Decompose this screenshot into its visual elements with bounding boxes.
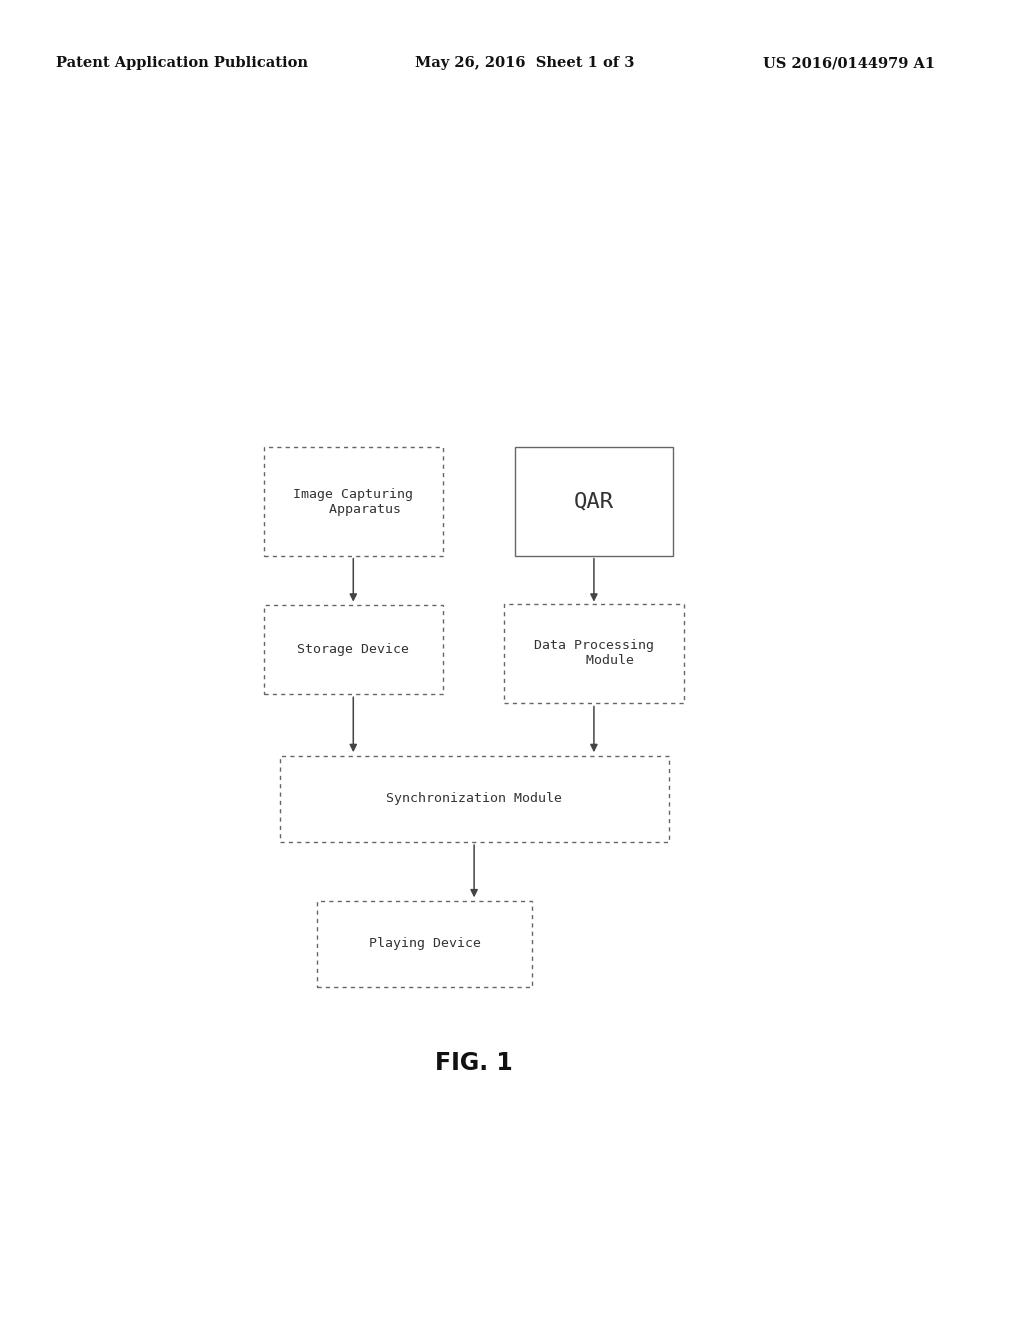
Text: Storage Device: Storage Device — [297, 643, 410, 656]
Text: Image Capturing
   Apparatus: Image Capturing Apparatus — [293, 487, 414, 516]
Bar — [280, 755, 669, 842]
Text: US 2016/0144979 A1: US 2016/0144979 A1 — [763, 57, 935, 70]
Text: Synchronization Module: Synchronization Module — [386, 792, 562, 805]
Bar — [263, 447, 442, 556]
Text: FIG. 1: FIG. 1 — [435, 1051, 513, 1074]
Text: Data Processing
    Module: Data Processing Module — [534, 639, 654, 668]
Bar — [317, 902, 532, 987]
Bar — [263, 605, 442, 694]
Text: Playing Device: Playing Device — [369, 937, 481, 950]
Text: May 26, 2016  Sheet 1 of 3: May 26, 2016 Sheet 1 of 3 — [415, 57, 634, 70]
Text: QAR: QAR — [573, 491, 614, 512]
Text: Patent Application Publication: Patent Application Publication — [56, 57, 308, 70]
Bar — [514, 447, 674, 556]
Bar — [504, 605, 684, 702]
